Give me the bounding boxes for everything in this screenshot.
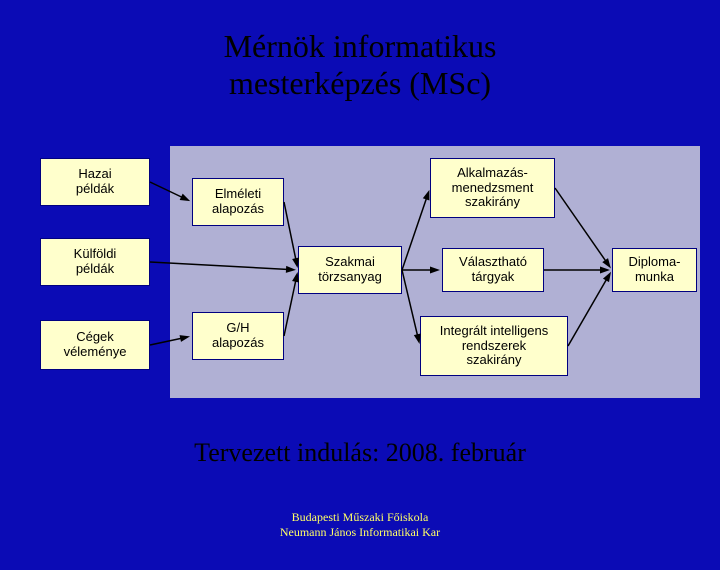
footer: Budapesti Műszaki Főiskola Neumann János… (0, 510, 720, 540)
slide-title: Mérnök informatikus mesterképzés (MSc) (0, 0, 720, 102)
node-diplomamunka: Diploma-munka (612, 248, 697, 292)
node-alkalmazas-szakirany: Alkalmazás-menedzsmentszakirány (430, 158, 555, 218)
node-gh-alapozas: G/Halapozás (192, 312, 284, 360)
subtitle-text: Tervezett indulás: 2008. február (194, 438, 526, 467)
node-hazai-peldak: Hazaipéldák (40, 158, 150, 206)
footer-line-2: Neumann János Informatikai Kar (280, 525, 440, 539)
title-line-2: mesterképzés (MSc) (229, 65, 491, 101)
footer-line-1: Budapesti Műszaki Főiskola (292, 510, 429, 524)
node-cegek-velemenye: Cégekvéleménye (40, 320, 150, 370)
node-label: Hazaipéldák (76, 167, 114, 197)
slide: Mérnök informatikus mesterképzés (MSc) H… (0, 0, 720, 570)
node-label: Választhatótárgyak (459, 255, 527, 285)
node-valaszthato-targyak: Választhatótárgyak (442, 248, 544, 292)
node-elmeleti-alapozas: Elméletialapozás (192, 178, 284, 226)
node-szakmai-torzsanyag: Szakmaitörzsanyag (298, 246, 402, 294)
node-integralt-szakirany: Integrált intelligensrendszerekszakirány (420, 316, 568, 376)
node-label: Elméletialapozás (212, 187, 264, 217)
node-label: Cégekvéleménye (64, 330, 127, 360)
node-label: Alkalmazás-menedzsmentszakirány (452, 166, 534, 211)
node-kulfoldi-peldak: Külföldipéldák (40, 238, 150, 286)
node-label: G/Halapozás (212, 321, 264, 351)
node-label: Diploma-munka (628, 255, 680, 285)
node-label: Szakmaitörzsanyag (318, 255, 382, 285)
title-line-1: Mérnök informatikus (224, 28, 497, 64)
node-label: Külföldipéldák (74, 247, 117, 277)
node-label: Integrált intelligensrendszerekszakirány (440, 324, 548, 369)
subtitle: Tervezett indulás: 2008. február (0, 438, 720, 468)
